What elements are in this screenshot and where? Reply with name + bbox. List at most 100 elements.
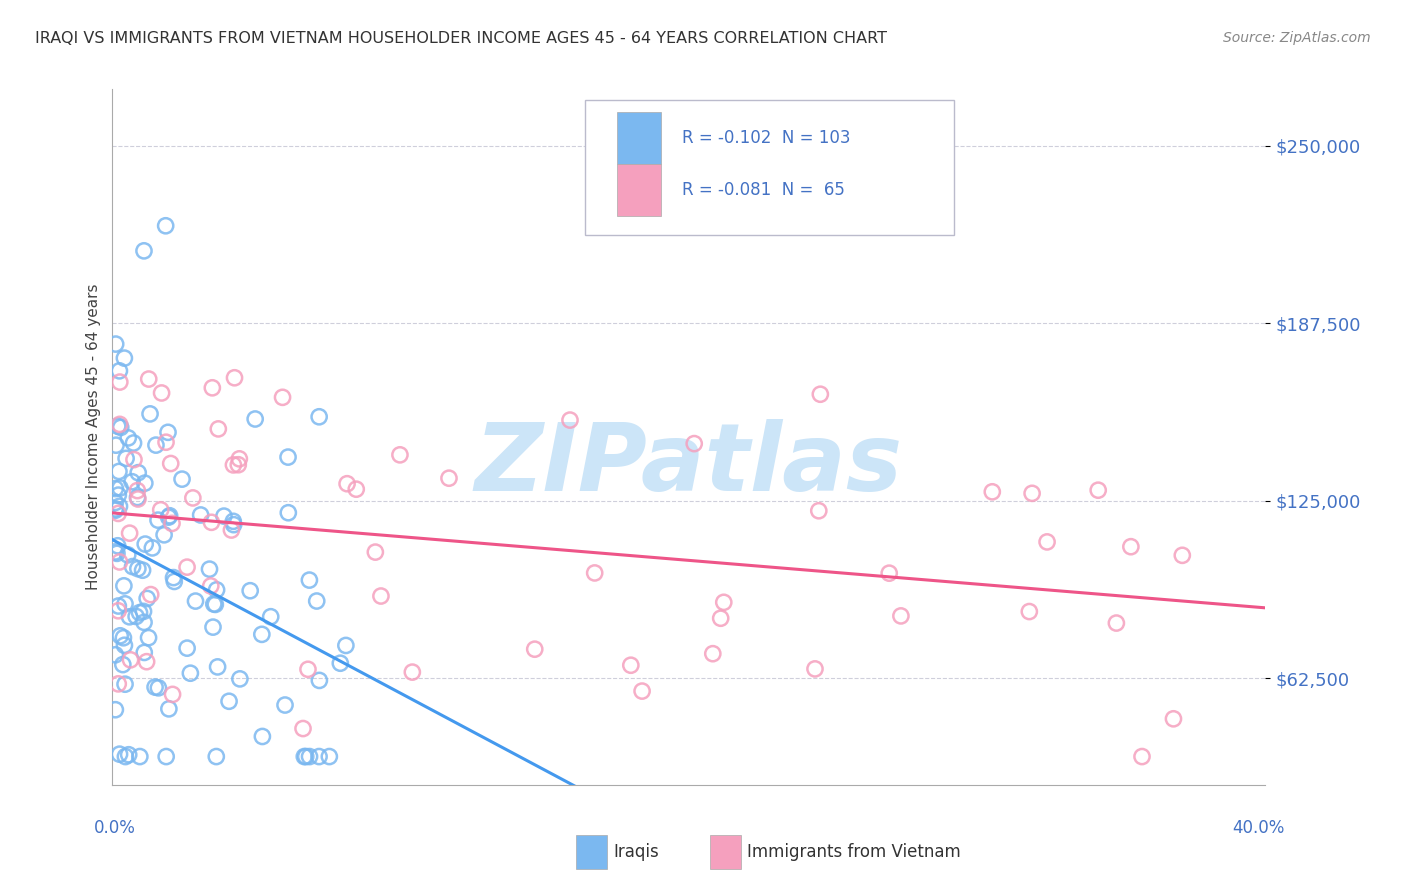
Point (305, 594, 328, 608)
Point (127, 483, 149, 498)
Point (108, 481, 131, 495)
Point (294, 749, 316, 764)
Point (260, 609, 283, 624)
Point (207, 422, 229, 436)
Point (127, 466, 149, 480)
Point (877, 566, 900, 581)
Point (128, 606, 150, 620)
Point (200, 579, 222, 593)
Text: Immigrants from Vietnam: Immigrants from Vietnam (747, 843, 960, 861)
Point (297, 662, 319, 676)
Point (107, 599, 129, 613)
Point (104, 495, 127, 509)
Point (335, 639, 357, 653)
Point (239, 583, 262, 598)
Point (112, 638, 135, 652)
Point (981, 484, 1004, 499)
Point (176, 560, 198, 574)
Point (204, 598, 226, 612)
Point (141, 541, 163, 555)
Point (108, 747, 131, 761)
Point (163, 574, 186, 589)
Point (401, 665, 423, 679)
Point (134, 537, 156, 551)
Point (148, 681, 170, 695)
Point (120, 653, 142, 667)
Point (114, 749, 136, 764)
Point (243, 412, 266, 426)
Point (1171, 549, 1194, 563)
Point (271, 390, 294, 404)
Point (308, 409, 330, 424)
Point (108, 417, 131, 432)
Point (121, 475, 143, 489)
Point (108, 500, 131, 514)
Point (218, 694, 240, 708)
Point (370, 589, 392, 603)
Bar (617, 112, 661, 164)
Point (198, 562, 221, 576)
Point (157, 702, 180, 716)
Point (136, 591, 159, 606)
Text: Iraqis: Iraqis (613, 843, 659, 861)
Point (344, 482, 367, 496)
Point (702, 647, 724, 661)
Point (157, 510, 180, 524)
Point (131, 563, 153, 577)
Point (298, 749, 321, 764)
Point (558, 413, 581, 427)
Point (110, 420, 132, 434)
Point (108, 465, 131, 479)
Point (252, 730, 274, 744)
Point (134, 476, 156, 491)
Point (108, 364, 131, 378)
Point (277, 450, 299, 464)
Point (118, 609, 141, 624)
Point (1163, 712, 1185, 726)
Point (222, 517, 245, 532)
Text: IRAQI VS IMMIGRANTS FROM VIETNAM HOUSEHOLDER INCOME AGES 45 - 64 YEARS CORRELATI: IRAQI VS IMMIGRANTS FROM VIETNAM HOUSEHO… (35, 31, 887, 46)
Point (155, 749, 177, 764)
Point (118, 526, 141, 541)
Point (107, 604, 129, 618)
Point (112, 631, 135, 645)
Point (308, 749, 330, 764)
Point (890, 608, 912, 623)
Point (274, 698, 297, 712)
Point (222, 458, 245, 472)
Text: 40.0%: 40.0% (1232, 819, 1285, 837)
Point (207, 660, 229, 674)
Point (127, 562, 149, 576)
Point (143, 680, 166, 694)
Point (329, 657, 352, 671)
Point (138, 372, 160, 386)
Point (437, 471, 460, 485)
Point (146, 513, 169, 527)
Point (121, 559, 143, 574)
Point (1130, 749, 1153, 764)
Point (114, 677, 136, 691)
Point (228, 451, 250, 466)
Point (620, 658, 643, 673)
Point (1087, 483, 1109, 498)
Point (583, 566, 606, 580)
Point (308, 673, 330, 688)
FancyBboxPatch shape (585, 100, 955, 235)
Point (107, 419, 129, 434)
Point (138, 631, 160, 645)
Point (118, 747, 141, 762)
Point (221, 523, 243, 537)
Point (139, 407, 162, 421)
Point (523, 642, 546, 657)
Point (145, 438, 167, 452)
Point (107, 539, 129, 553)
Point (104, 337, 127, 351)
Point (104, 648, 127, 662)
Point (104, 703, 127, 717)
Point (804, 662, 827, 676)
Point (132, 604, 155, 618)
Point (277, 506, 299, 520)
Point (229, 672, 252, 686)
Point (710, 611, 733, 625)
Point (1021, 486, 1043, 500)
